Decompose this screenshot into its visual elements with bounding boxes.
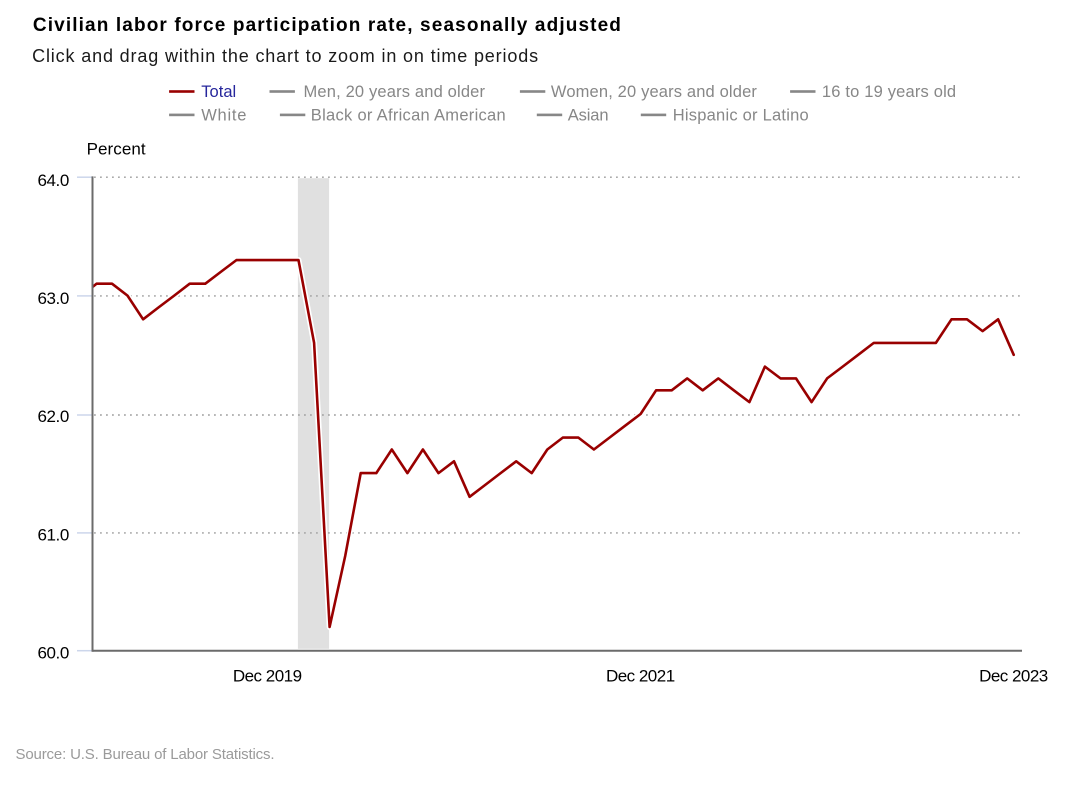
svg-text:16 to 19 years old: 16 to 19 years old xyxy=(822,83,956,101)
svg-text:60.0: 60.0 xyxy=(38,644,70,663)
svg-text:61.0: 61.0 xyxy=(38,525,70,544)
svg-text:Total: Total xyxy=(201,83,236,101)
svg-text:Percent: Percent xyxy=(87,140,146,159)
svg-text:Source: U.S. Bureau of Labor S: Source: U.S. Bureau of Labor Statistics. xyxy=(16,746,275,763)
svg-text:Black or African American: Black or African American xyxy=(311,107,506,125)
svg-text:64.0: 64.0 xyxy=(38,171,70,190)
svg-text:62.0: 62.0 xyxy=(38,407,70,426)
svg-text:Civilian labor force participa: Civilian labor force participation rate,… xyxy=(33,15,621,36)
svg-text:Asian: Asian xyxy=(568,107,609,125)
svg-text:Dec 2019: Dec 2019 xyxy=(233,667,302,686)
svg-text:Dec 2023: Dec 2023 xyxy=(979,667,1048,686)
svg-text:Click and drag within the char: Click and drag within the chart to zoom … xyxy=(32,46,538,66)
svg-text:Dec 2021: Dec 2021 xyxy=(606,667,675,686)
svg-text:Women, 20 years and older: Women, 20 years and older xyxy=(551,83,758,101)
svg-text:Men, 20 years and older: Men, 20 years and older xyxy=(304,83,486,101)
svg-text:Hispanic or Latino: Hispanic or Latino xyxy=(673,107,809,125)
svg-text:63.0: 63.0 xyxy=(38,289,70,308)
svg-text:White: White xyxy=(201,107,246,125)
